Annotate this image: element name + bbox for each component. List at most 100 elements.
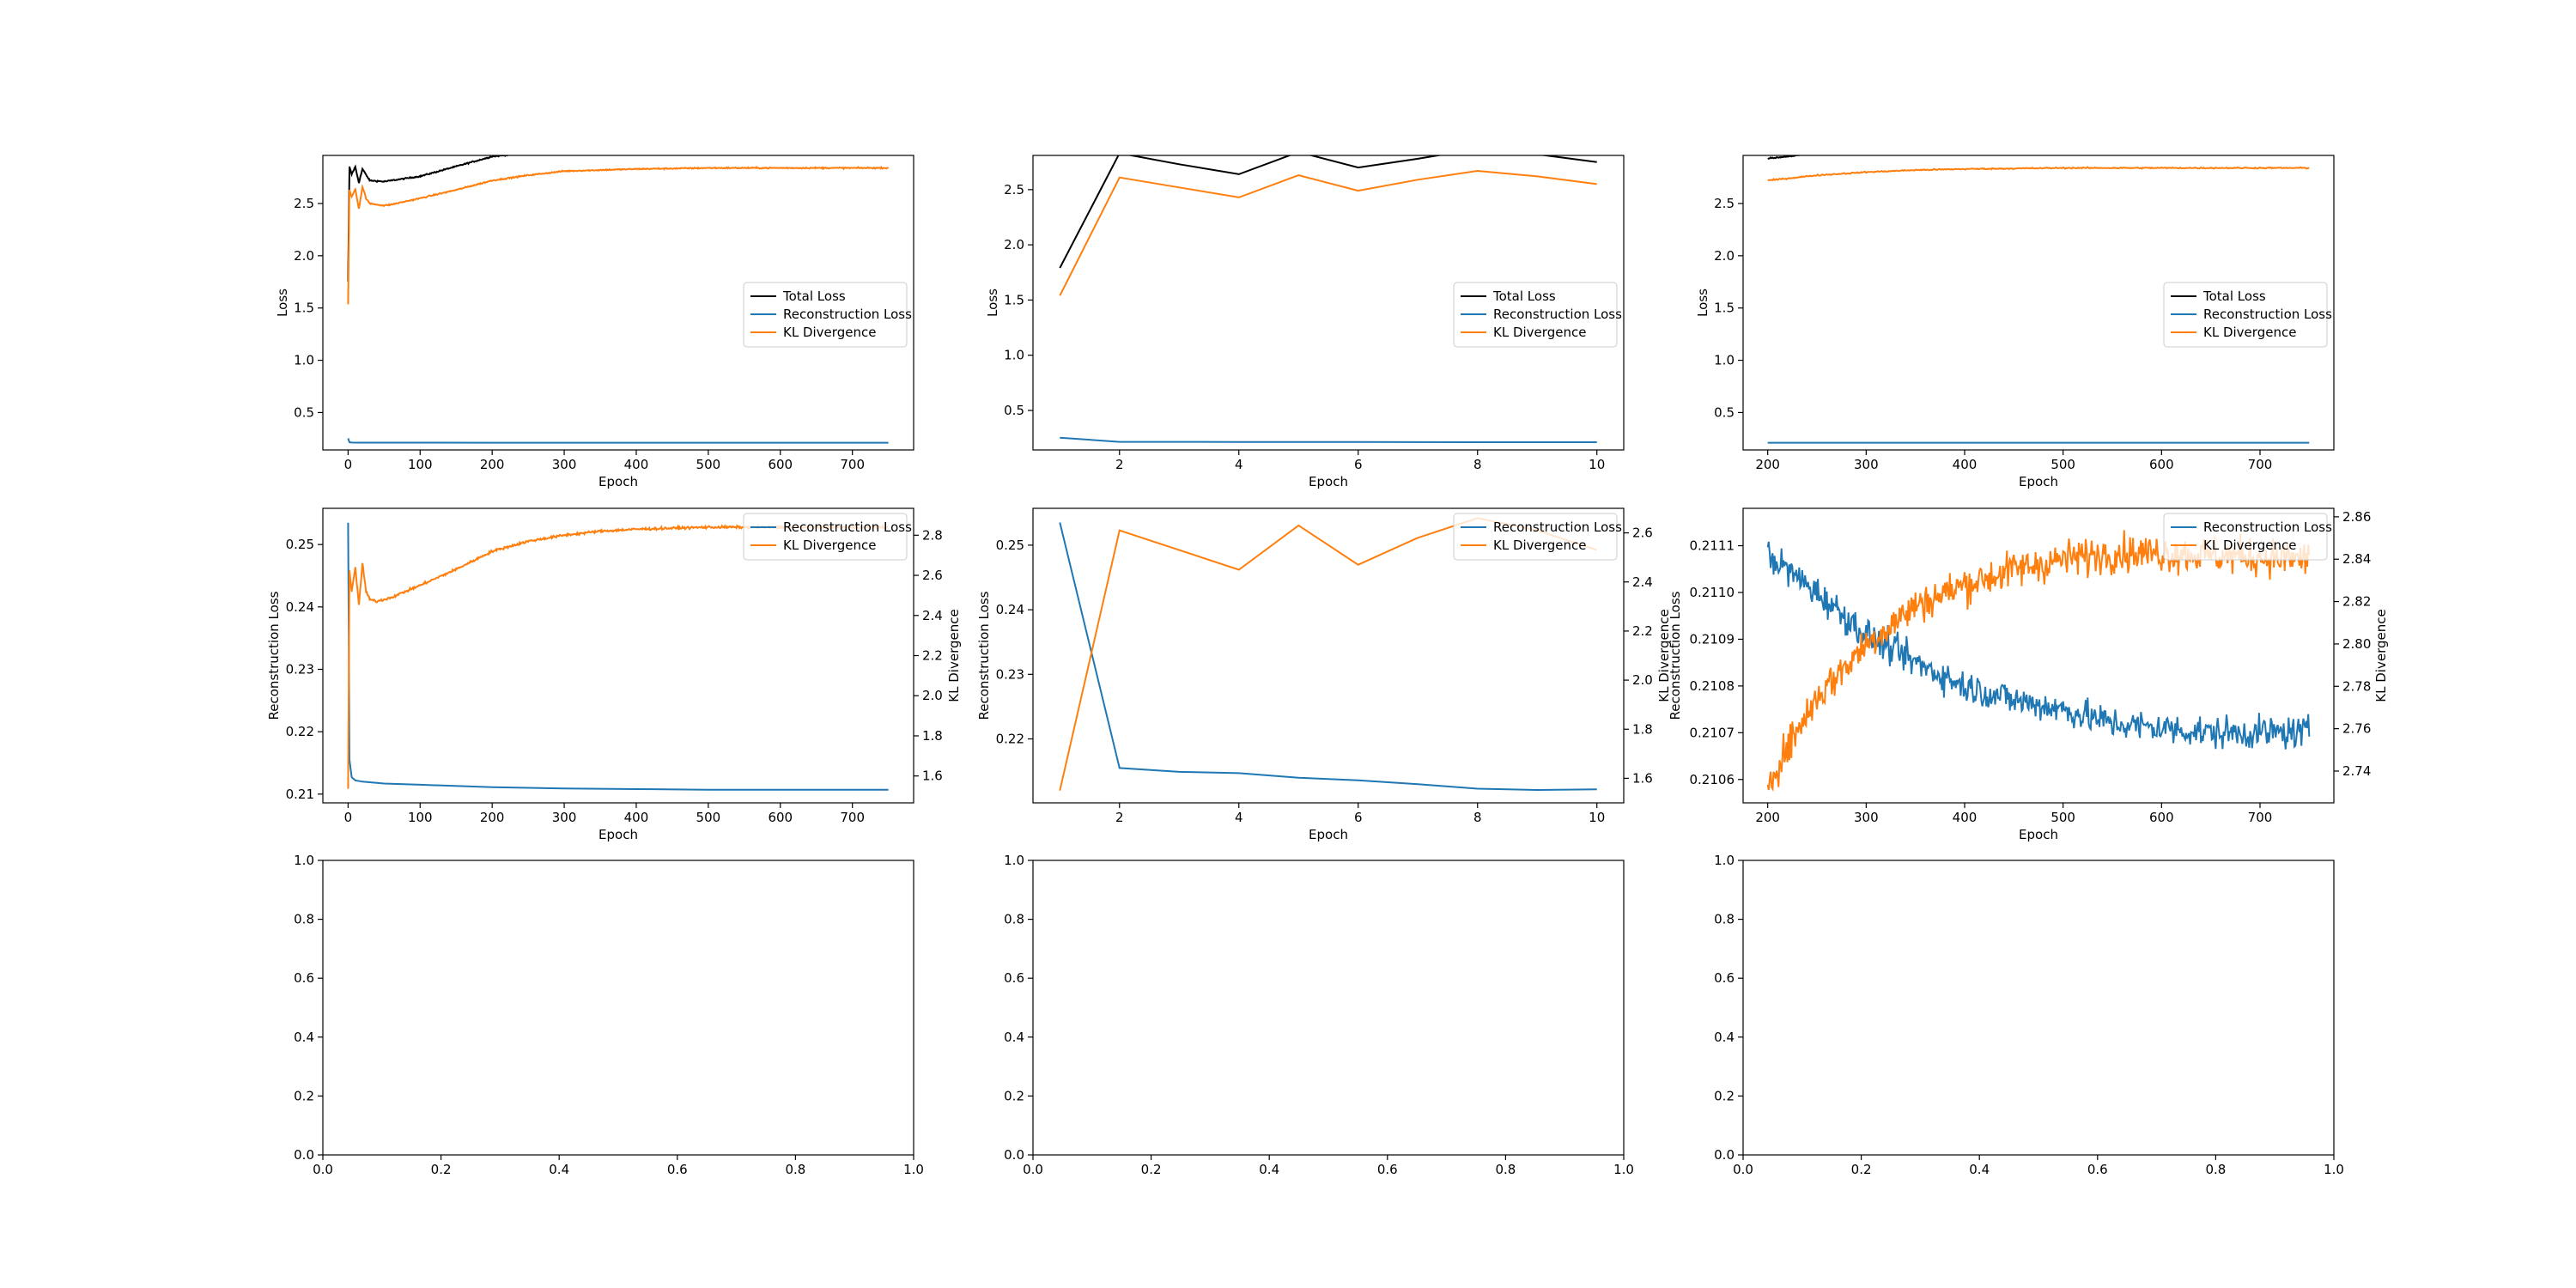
x-tick-label: 0.4 — [1259, 1162, 1279, 1177]
series-line-total-loss — [1767, 155, 1807, 161]
legend: Total Loss Reconstruction Loss KL Divergen… — [1453, 282, 1622, 348]
y-tick-label: 1.0 — [294, 353, 314, 368]
x-tick-label: 2 — [1115, 810, 1124, 825]
y2-tick-label: 1.8 — [1632, 721, 1653, 737]
x-tick-label: 700 — [840, 810, 865, 825]
x-tick-label: 0.4 — [549, 1162, 569, 1177]
y-tick-label: 0.5 — [1714, 404, 1735, 420]
legend-box — [743, 282, 908, 348]
x-tick-label: 0.2 — [1141, 1162, 1162, 1177]
x-tick-label: 0 — [344, 810, 353, 825]
y-tick-label: 0.5 — [1004, 403, 1024, 418]
y-tick-label: 0.4 — [1714, 1030, 1735, 1045]
x-axis-label: Epoch — [2019, 827, 2058, 842]
chart-panel-2: 2 4 6 8 10 0.5 1.0 1.5 2.0 2.5 Epoch Loss Total Loss… — [985, 155, 1625, 489]
y2-tick-label: 2.4 — [1632, 574, 1653, 590]
legend-label: KL Divergence — [783, 538, 876, 553]
x-tick-label: 400 — [1953, 457, 1978, 472]
y-tick-label: 0.2111 — [1690, 538, 1735, 554]
x-tick-label: 0.4 — [1969, 1162, 1990, 1177]
y2-tick-label: 2.2 — [922, 648, 943, 664]
y-tick-label: 0.2 — [294, 1088, 314, 1103]
x-axis-label: Epoch — [2019, 474, 2058, 489]
legend: Total Loss Reconstruction Loss KL Divergen… — [2163, 282, 2332, 348]
y-tick-label: 1.5 — [294, 301, 314, 316]
y-tick-label: 0.0 — [1714, 1147, 1735, 1163]
y-tick-label: 0.0 — [294, 1147, 314, 1163]
legend-label: Reconstruction Loss — [1493, 519, 1622, 535]
x-tick-label: 1.0 — [903, 1162, 924, 1177]
x-tick-label: 200 — [1755, 810, 1780, 825]
x-tick-label: 200 — [1755, 457, 1780, 472]
y2-tick-label: 2.0 — [922, 688, 943, 703]
x-tick-label: 0.8 — [785, 1162, 805, 1177]
y-tick-label: 0.22 — [996, 732, 1024, 747]
legend-label: Total Loss — [2202, 289, 2266, 304]
legend: Total Loss Reconstruction Loss KL Divergen… — [743, 282, 912, 348]
y2-axis-label: KL Divergence — [1656, 609, 1672, 702]
legend-box — [2163, 513, 2328, 561]
axes-frame — [322, 860, 914, 1156]
legend-label: Reconstruction Loss — [1493, 307, 1622, 322]
axes-frame — [1032, 507, 1625, 804]
y-axis-label: Reconstruction Loss — [1668, 591, 1683, 720]
x-tick-label: 8 — [1473, 457, 1482, 472]
series-line-total-loss — [1059, 155, 1597, 269]
legend-box — [2163, 282, 2328, 348]
series-line-kl-divergence — [347, 523, 889, 789]
y-tick-label: 0.8 — [294, 912, 314, 927]
y2-tick-label: 2.4 — [922, 608, 943, 623]
y-tick-label: 0.2 — [1714, 1088, 1735, 1103]
x-tick-label: 300 — [552, 810, 577, 825]
y-tick-label: 0.23 — [996, 666, 1024, 682]
x-axis-label: Epoch — [598, 474, 638, 489]
x-tick-label: 8 — [1473, 810, 1482, 825]
x-tick-label: 2 — [1115, 457, 1124, 472]
x-tick-label: 0.0 — [1023, 1162, 1043, 1177]
y-tick-label: 0.8 — [1004, 912, 1024, 927]
y-tick-label: 0.2106 — [1690, 772, 1735, 787]
y2-tick-label: 2.80 — [2342, 636, 2371, 652]
y2-tick-label: 2.86 — [2342, 509, 2371, 525]
series-line-reconstruction-loss — [347, 438, 889, 444]
x-tick-label: 200 — [480, 457, 505, 472]
y-axis-label: Loss — [1695, 289, 1710, 317]
series-line-reconstruction-loss — [1060, 436, 1597, 443]
axes-frame — [1742, 860, 2335, 1156]
y-axis-label: Loss — [275, 289, 290, 317]
legend-label: Reconstruction Loss — [783, 307, 912, 322]
legend-label: KL Divergence — [1493, 538, 1586, 553]
x-tick-label: 600 — [768, 810, 793, 825]
x-tick-label: 0.2 — [1851, 1162, 1872, 1177]
y-tick-label: 0.2109 — [1690, 631, 1735, 647]
y-tick-label: 0.25 — [996, 538, 1024, 553]
x-tick-label: 0.0 — [313, 1162, 333, 1177]
series-line-reconstruction-loss — [1059, 522, 1597, 792]
y-tick-label: 2.0 — [294, 248, 314, 264]
y-axis-label: Reconstruction Loss — [266, 591, 282, 720]
series-line-kl-divergence — [1766, 530, 2311, 792]
x-tick-label: 500 — [2050, 810, 2075, 825]
x-tick-label: 300 — [552, 457, 577, 472]
x-tick-label: 500 — [2050, 457, 2075, 472]
x-tick-label: 300 — [1854, 810, 1879, 825]
y2-tick-label: 2.2 — [1632, 623, 1653, 639]
legend: Reconstruction Loss KL Divergence — [2163, 513, 2332, 561]
x-axis-label: Epoch — [598, 827, 638, 842]
chart-panel-8: 0.0 0.2 0.4 0.6 0.8 1.0 0.0 0.2 0.4 0.6 0.8 1.0 — [1004, 853, 1634, 1177]
legend-label: KL Divergence — [2203, 325, 2296, 340]
x-axis-label: Epoch — [1309, 827, 1348, 842]
y2-tick-label: 2.0 — [1632, 672, 1653, 688]
y2-tick-label: 2.82 — [2342, 594, 2371, 610]
x-tick-label: 600 — [2149, 810, 2174, 825]
y-tick-label: 0.2108 — [1690, 678, 1735, 694]
y-tick-label: 1.0 — [1714, 353, 1735, 368]
y2-tick-label: 1.8 — [922, 728, 943, 744]
x-tick-label: 4 — [1235, 457, 1243, 472]
y-tick-label: 0.21 — [286, 787, 314, 802]
legend-label: Reconstruction Loss — [2203, 307, 2332, 322]
legend-box — [1453, 513, 1618, 561]
x-tick-label: 6 — [1354, 810, 1363, 825]
axes-frame — [322, 155, 914, 451]
legend-label: Total Loss — [782, 289, 846, 304]
